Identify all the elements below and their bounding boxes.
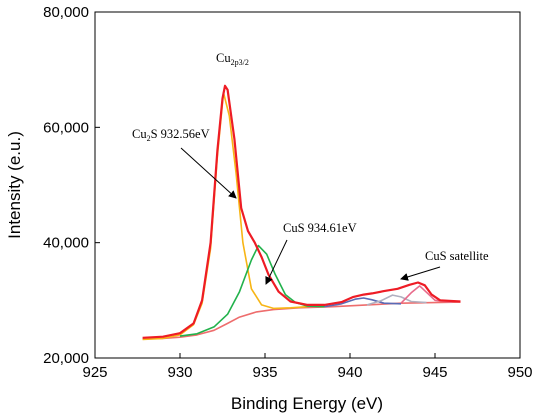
- y-tick-label: 60,000: [43, 119, 89, 136]
- x-tick-label: 930: [167, 364, 192, 381]
- background-curve: [142, 301, 461, 340]
- annotation-cus-satellite: CuS satellite: [425, 249, 489, 263]
- x-tick-label: 925: [82, 364, 107, 381]
- ticks-layer: 925 930 935 940 945 950 20,000 40,000 60,000 80,0…: [43, 4, 532, 381]
- cu2s-peak-curve: [142, 91, 308, 341]
- y-tick-label: 20,000: [43, 350, 89, 367]
- y-tick-label: 40,000: [43, 235, 89, 252]
- y-tick-label: 80,000: [43, 4, 89, 21]
- x-tick-label: 935: [252, 364, 277, 381]
- satellite-curve-1: [324, 297, 402, 308]
- series-layer: [142, 84, 461, 341]
- x-tick-label: 940: [337, 364, 362, 381]
- x-axis-title: Binding Energy (eV): [231, 394, 383, 413]
- satellite-curve-3: [400, 285, 453, 304]
- plot-frame: [94, 11, 521, 359]
- annotation-cu2p32: Cu2p3/2: [216, 51, 249, 67]
- y-axis-title: Intensity (e.u.): [5, 131, 24, 239]
- annotation-cus-satellite-arrow: [400, 266, 441, 281]
- envelope-curve: [142, 84, 461, 339]
- annotation-cu2s-arrow: [180, 147, 237, 199]
- x-tick-label: 950: [507, 364, 532, 381]
- x-tick-label: 945: [422, 364, 447, 381]
- annotation-cus-arrow: [265, 239, 288, 285]
- annotation-cus: CuS 934.61eV: [283, 221, 357, 235]
- satellite-curve-2: [366, 294, 427, 306]
- annotation-cu2s: Cu2S 932.56eV: [132, 127, 210, 143]
